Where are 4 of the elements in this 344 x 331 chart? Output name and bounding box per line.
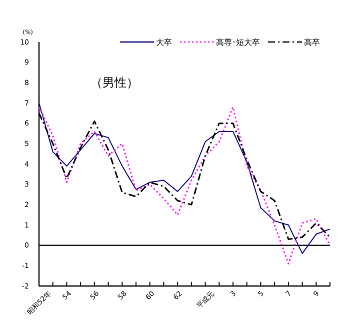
legend-label: 高卒	[304, 38, 320, 47]
legend-label: 大卒	[156, 38, 172, 47]
annotation: （男性）	[90, 76, 138, 90]
legend-label: 高専･短大卒	[216, 38, 260, 47]
